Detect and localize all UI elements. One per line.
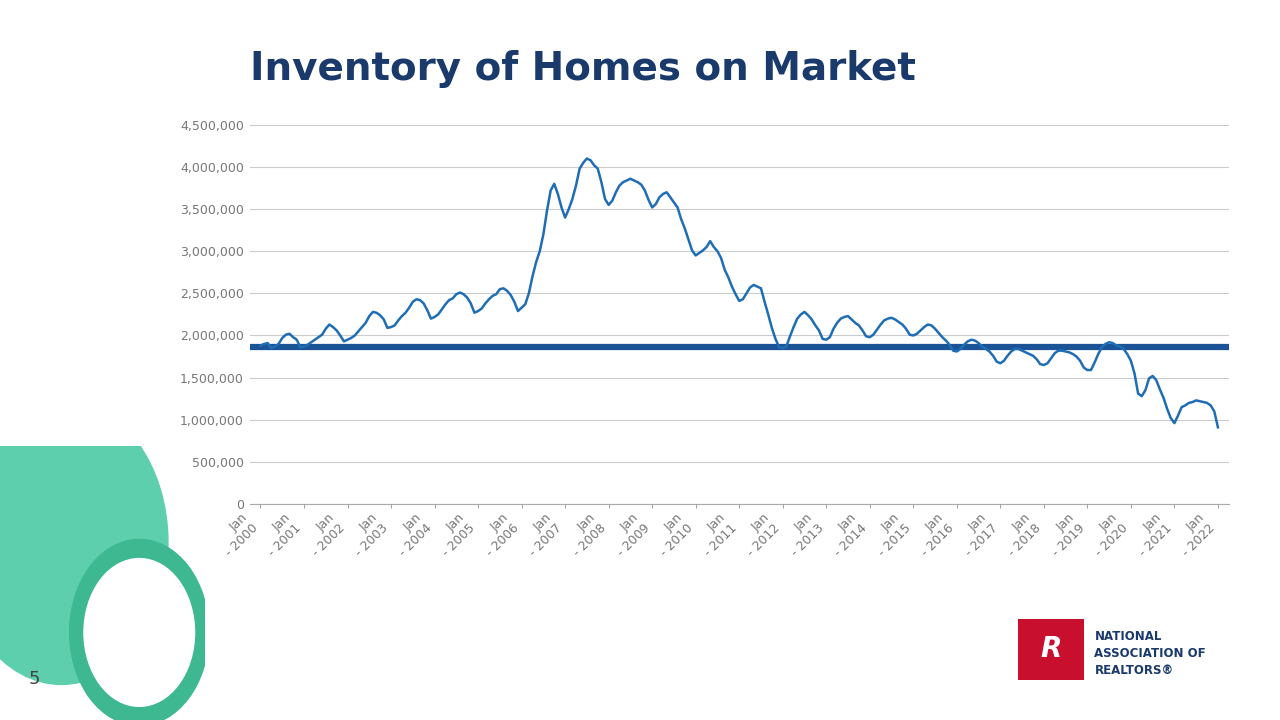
Text: NATIONAL
ASSOCIATION OF
REALTORS®: NATIONAL ASSOCIATION OF REALTORS® bbox=[1094, 630, 1206, 677]
Text: 5: 5 bbox=[28, 670, 40, 688]
Text: Inventory of Homes on Market: Inventory of Homes on Market bbox=[250, 50, 915, 89]
Circle shape bbox=[69, 539, 209, 720]
Circle shape bbox=[0, 400, 168, 685]
Circle shape bbox=[84, 559, 195, 706]
Text: R: R bbox=[1041, 634, 1061, 662]
FancyBboxPatch shape bbox=[1018, 619, 1084, 680]
